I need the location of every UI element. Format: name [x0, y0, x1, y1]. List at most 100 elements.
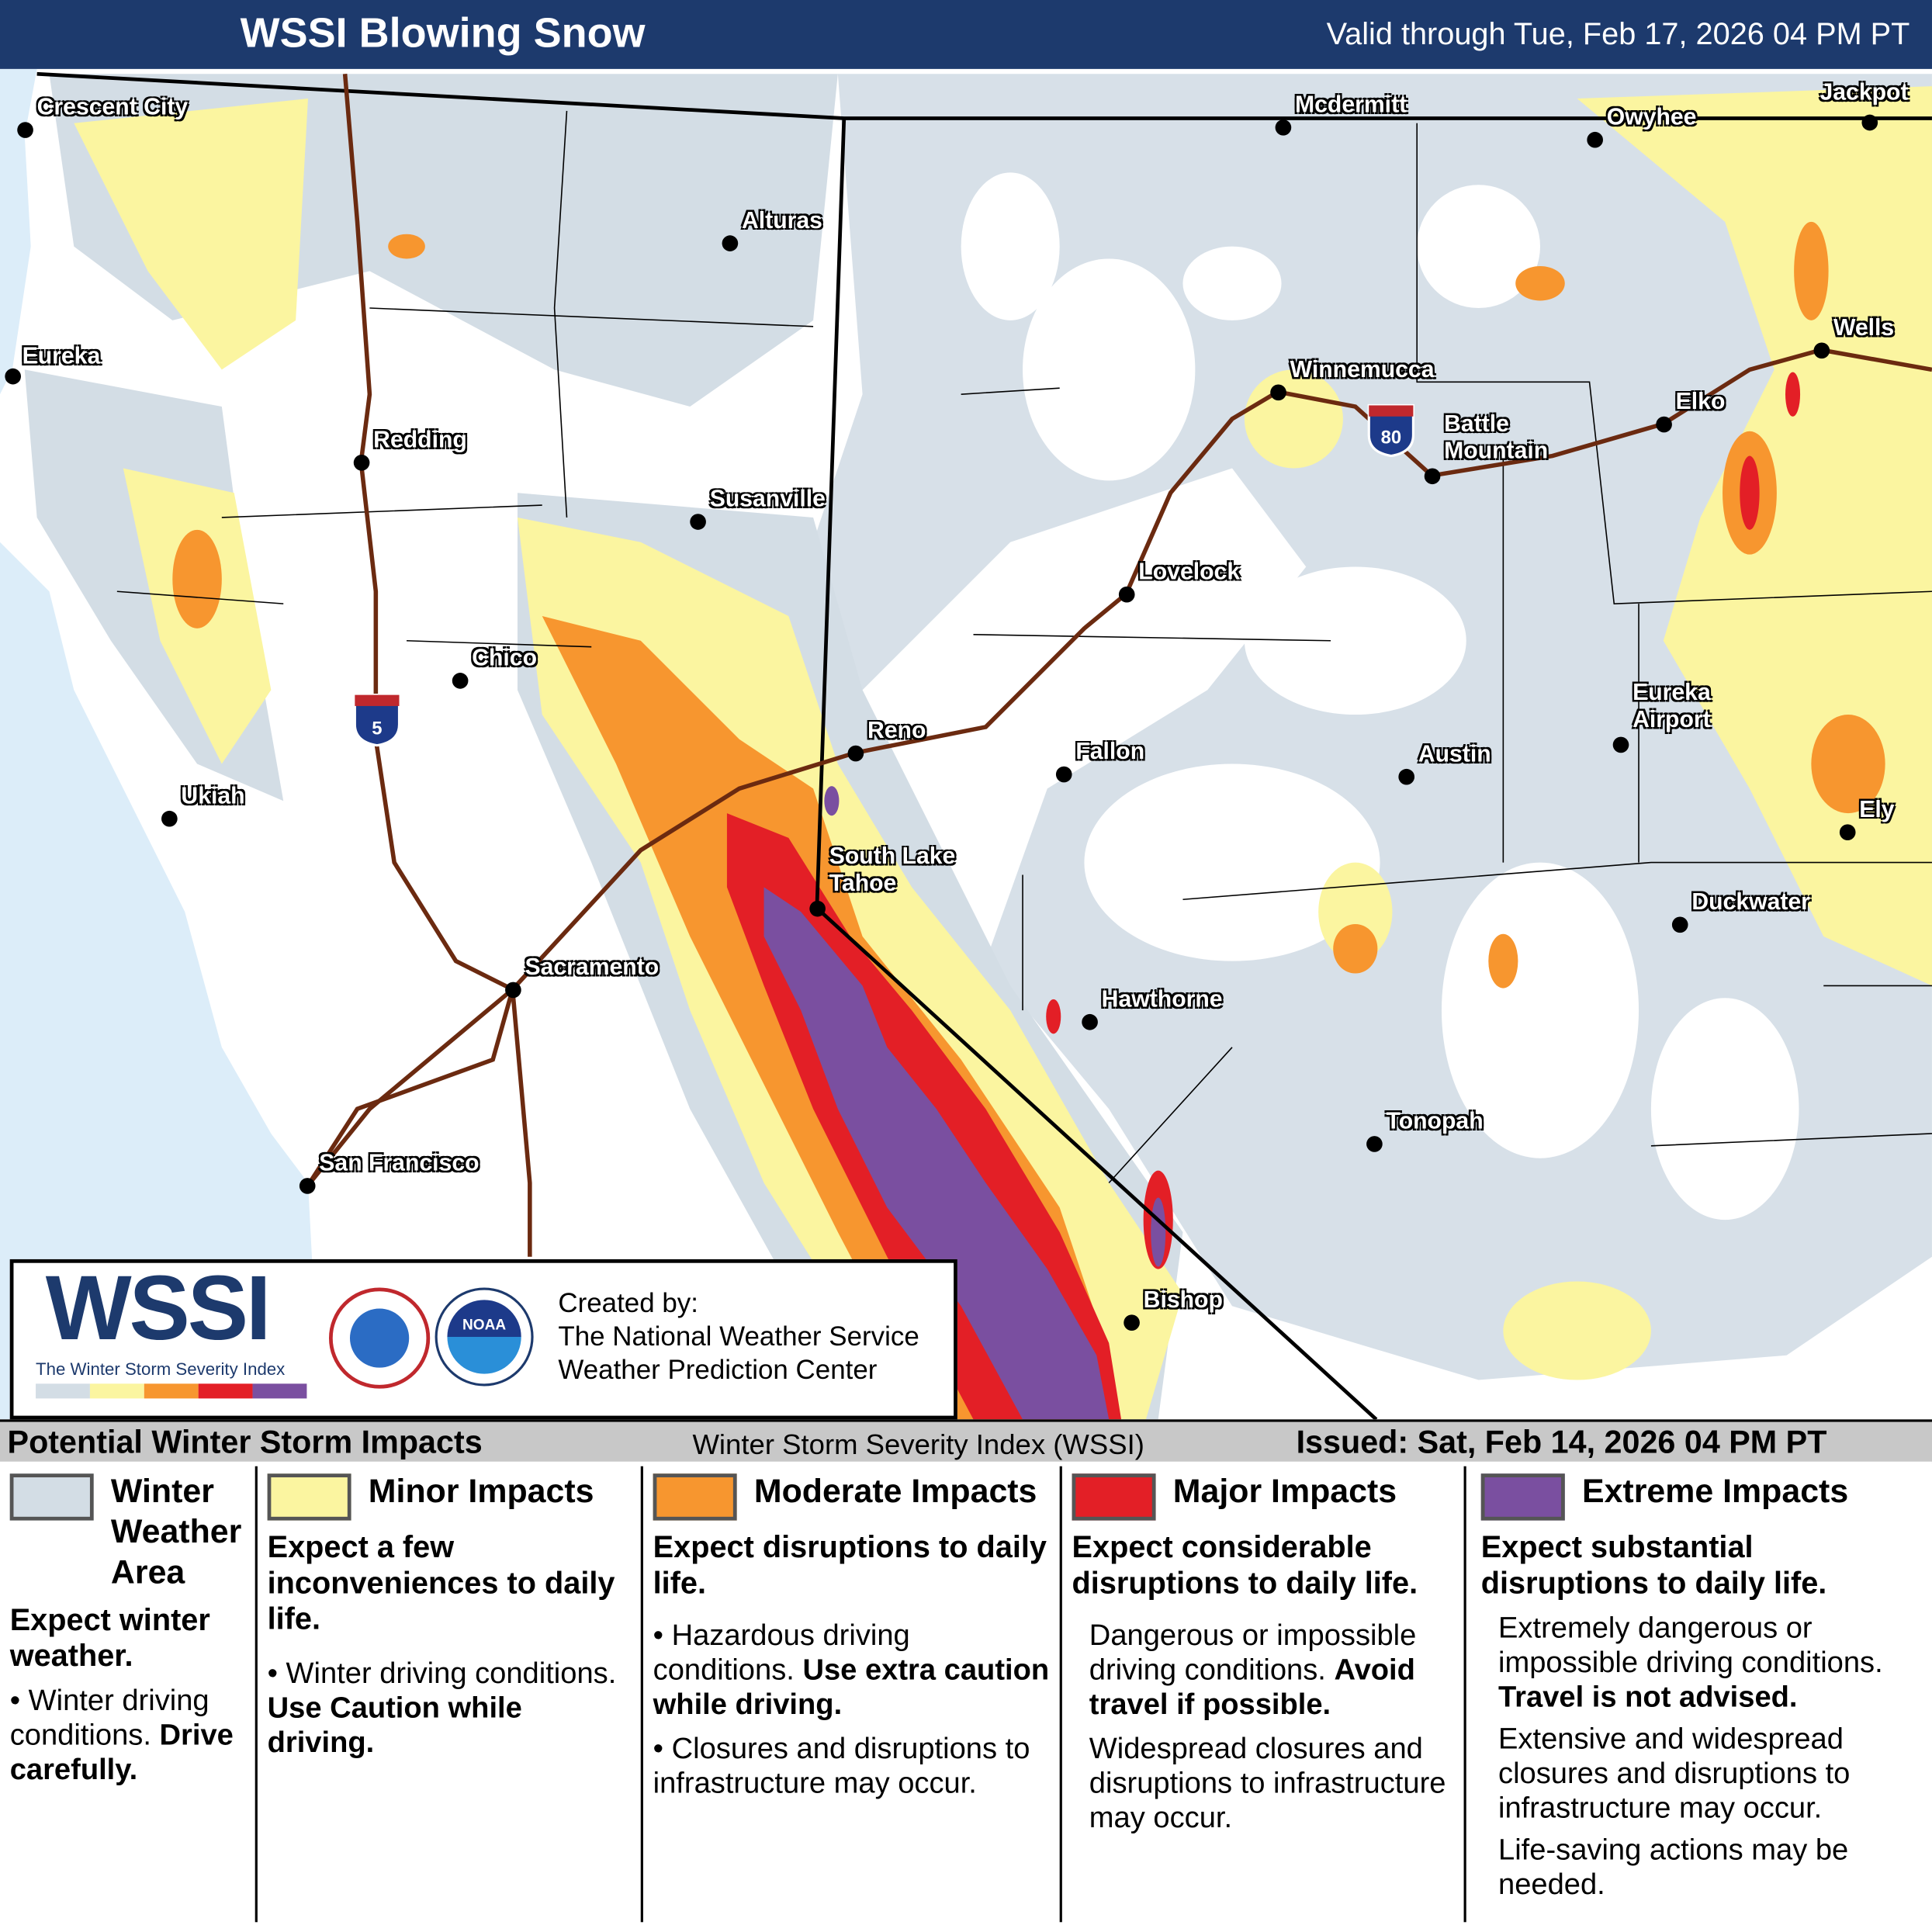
map: 5 80 Crescent City Eureka Alturas Redding Su… [0, 68, 1932, 1420]
swatch-moderate [653, 1473, 737, 1521]
legend-text-extreme-1: Extremely dangerous or impossible drivin… [1498, 1612, 1883, 1714]
legend-header-bar: Potential Winter Storm Impacts Winter St… [0, 1419, 1932, 1464]
city-label: Eureka [22, 344, 101, 370]
impact-legend: Winter Weather Area Expect winter weathe… [0, 1461, 1932, 1932]
city-dot-icon [809, 900, 826, 917]
city-label: Elko [1675, 389, 1726, 416]
legend-title-winter: Winter Weather Area [110, 1472, 242, 1591]
city-label: Jackpot [1819, 80, 1909, 106]
legend-summary-extreme: Expect substantial disruptions to daily … [1480, 1530, 1827, 1601]
swatch-extreme [1480, 1473, 1565, 1521]
interstate-5 [306, 74, 515, 1187]
swatch-major [1072, 1473, 1156, 1521]
city-dot-icon [1656, 416, 1672, 433]
city-label: Ukiah [181, 783, 245, 810]
valid-through: Valid through Tue, Feb 17, 2026 04 PM PT [1326, 17, 1910, 52]
city-dot-icon [1275, 119, 1292, 136]
city-label: Battle Mountain [1444, 411, 1549, 465]
city-label: Duckwater [1691, 889, 1810, 916]
legend-title: Potential Winter Storm Impacts [7, 1423, 483, 1460]
legend-bullet-winter: • Winter driving conditions. Drive caref… [9, 1684, 234, 1787]
city-dot-icon [1124, 1314, 1140, 1331]
noaa-seal-icon: NOAA [435, 1287, 534, 1387]
interstate-80-shield-icon: 80 [1367, 403, 1415, 458]
city-label: Chico [472, 646, 538, 672]
city-label: San Francisco [319, 1151, 480, 1177]
city-label: Austin [1418, 741, 1491, 768]
city-label: Winnemucca [1290, 357, 1435, 383]
creator-nws: The National Weather Service [558, 1321, 919, 1352]
legend-title-moderate: Moderate Impacts [753, 1472, 1037, 1510]
legend-divider [640, 1466, 643, 1923]
city-label: Mcdermitt [1294, 92, 1407, 119]
legend-summary-major: Expect considerable disruptions to daily… [1072, 1530, 1418, 1601]
city-label: Hawthorne [1101, 986, 1223, 1013]
city-dot-icon [452, 673, 469, 689]
city-dot-icon [1055, 766, 1072, 783]
city-dot-icon [847, 745, 864, 762]
logo-box: WSSI The Winter Storm Severity Index NOA… [9, 1256, 957, 1420]
legend-title-minor: Minor Impacts [368, 1472, 594, 1510]
city-label: Lovelock [1138, 559, 1241, 586]
index-name: Winter Storm Severity Index (WSSI) [692, 1428, 1144, 1460]
svg-text:5: 5 [372, 718, 382, 739]
city-label: Bishop [1143, 1287, 1223, 1314]
city-label: Reno [867, 718, 926, 745]
city-dot-icon [722, 235, 739, 251]
legend-major: Major Impacts Expect considerable disrup… [1072, 1461, 1459, 1927]
legend-winter-weather-area: Winter Weather Area Expect winter weathe… [9, 1461, 251, 1927]
svg-text:80: 80 [1381, 428, 1402, 448]
city-dot-icon [1118, 586, 1135, 603]
issued-time: Issued: Sat, Feb 14, 2026 04 PM PT [1296, 1423, 1827, 1460]
city-dot-icon [17, 122, 33, 138]
city-dot-icon [1424, 468, 1441, 485]
city-label: Wells [1833, 315, 1895, 341]
city-dot-icon [690, 514, 706, 530]
city-label: Eureka Airport [1633, 680, 1711, 733]
city-dot-icon [1587, 131, 1603, 148]
legend-summary-winter: Expect winter weather. [9, 1602, 210, 1674]
created-by-label: Created by: [558, 1287, 698, 1319]
city-dot-icon [1366, 1136, 1383, 1152]
city-label: Fallon [1075, 739, 1145, 766]
legend-title-extreme: Extreme Impacts [1581, 1472, 1849, 1510]
city-dot-icon [1671, 916, 1688, 933]
legend-extreme: Extreme Impacts Expect substantial disru… [1480, 1461, 1927, 1927]
legend-text-major-2: Widespread closures and disruptions to i… [1089, 1732, 1446, 1835]
city-label: Tonopah [1386, 1109, 1484, 1135]
city-label: Susanville [709, 486, 826, 513]
city-label: Sacramento [525, 954, 660, 982]
swatch-winter-weather [9, 1473, 94, 1521]
city-dot-icon [299, 1178, 316, 1194]
header: WSSI Blowing Snow Valid through Tue, Feb… [0, 0, 1932, 69]
city-label: Owyhee [1606, 104, 1697, 131]
city-label: Crescent City [36, 95, 189, 121]
city-dot-icon [1612, 736, 1629, 753]
city-dot-icon [1861, 114, 1878, 131]
legend-minor: Minor Impacts Expect a few inconvenience… [267, 1461, 637, 1927]
legend-bullet-moderate-1: • Hazardous driving conditions. Use extr… [653, 1619, 1050, 1722]
city-label: Ely [1859, 797, 1895, 823]
city-dot-icon [1082, 1013, 1098, 1030]
legend-text-extreme-2: Extensive and widespread closures and di… [1498, 1723, 1851, 1825]
white-gaps [961, 172, 1799, 1220]
map-layers [0, 68, 1932, 1420]
city-dot-icon [5, 368, 21, 385]
legend-moderate: Moderate Impacts Expect disruptions to d… [653, 1461, 1055, 1927]
city-dot-icon [1398, 768, 1415, 785]
legend-divider [254, 1466, 258, 1923]
ocean [0, 68, 320, 1420]
city-dot-icon [1813, 342, 1830, 359]
city-label: Alturas [741, 208, 822, 234]
legend-title-major: Major Impacts [1172, 1472, 1397, 1510]
legend-divider [1059, 1466, 1062, 1923]
legend-text-major-1: Dangerous or impossible driving conditio… [1089, 1619, 1417, 1722]
legend-bullet-minor: • Winter driving conditions. Use Caution… [267, 1657, 617, 1760]
wssi-color-scale [36, 1383, 307, 1399]
creator-wpc: Weather Prediction Center [558, 1354, 878, 1385]
wssi-logo: WSSI [45, 1256, 272, 1359]
nws-seal-icon [328, 1287, 431, 1389]
city-label: Redding [373, 428, 467, 454]
city-label: South Lake Tahoe [829, 843, 956, 898]
